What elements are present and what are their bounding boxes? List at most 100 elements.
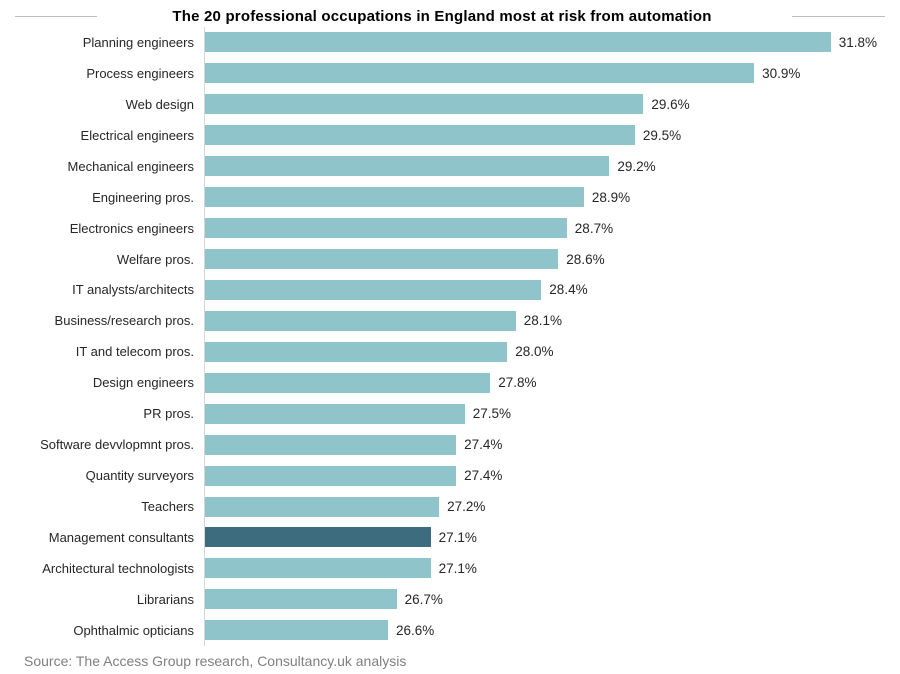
bar [205,279,542,300]
bar-track: 27.5% [204,398,845,430]
bar-row: IT and telecom pros. 28.0% [0,336,900,368]
value-label: 28.9% [591,189,631,205]
category-label: Teachers [141,499,194,515]
category-label: Electronics engineers [69,220,194,236]
bar-row: Ophthalmic opticians 26.6% [0,614,900,646]
bar [205,589,397,610]
value-label: 27.5% [472,406,511,422]
category-label: Business/research pros. [54,313,194,329]
category-label: Librarians [136,591,194,607]
title-rule-right [792,15,885,17]
value-label: 28.4% [549,282,588,298]
bar [205,32,831,53]
bar-row: Teachers 27.2% [0,491,900,522]
value-label: 28.0% [515,344,554,360]
bar-track: 28.1% [204,305,845,337]
page-title: The 20 professional occupations in Engla… [172,7,712,25]
bar-track: 26.7% [204,583,845,615]
bar-row: Web design 29.6% [0,88,900,120]
bar-track: 27.2% [204,491,845,522]
title-rule-left [15,15,97,17]
bar-track: 29.6% [204,88,845,120]
bar-chart: Planning engineers 31.8% Process enginee… [0,27,900,646]
bar-track: 28.4% [204,274,845,306]
value-label: 28.6% [566,251,605,267]
category-label: Engineering pros. [92,189,194,205]
category-label: Architectural technologists [42,560,194,576]
category-label: Quantity surveyors [85,468,194,484]
value-label: 29.5% [642,127,682,143]
category-label: Planning engineers [82,34,194,50]
bar-row: Design engineers 27.8% [0,367,900,399]
category-label: PR pros. [143,406,194,422]
source-note: Source: The Access Group research, Consu… [24,652,407,669]
value-label: 29.6% [651,96,690,112]
value-label: 29.2% [617,158,656,174]
value-label: 27.4% [464,468,503,484]
bar-row: Process engineers 30.9% [0,57,900,89]
bar [205,403,465,424]
category-label: IT and telecom pros. [75,344,194,360]
bar [205,125,635,146]
bar [205,341,508,362]
value-label: 26.7% [404,591,443,607]
bar [205,310,516,331]
value-label: 31.8% [838,34,877,50]
bar [205,558,431,579]
bar-row: Quantity surveyors 27.4% [0,460,900,492]
bar-row: Electronics engineers 28.7% [0,212,900,244]
bar-row: Planning engineers 31.8% [0,27,900,58]
bar-track: 31.8% [204,27,877,58]
bar [205,63,755,84]
bar [205,249,559,270]
bar [205,187,584,208]
value-label: 28.1% [523,313,562,329]
bar-track: 27.4% [204,429,845,461]
bar-track: 28.7% [204,212,845,244]
value-label: 27.8% [498,375,537,391]
bar [205,496,440,517]
bar-row: Welfare pros. 28.6% [0,243,900,275]
bar-row: Software devvlopmnt pros. 27.4% [0,429,900,461]
bar [205,94,644,115]
value-label: 27.2% [447,499,486,515]
category-label: Management consultants [48,529,194,545]
value-label: 27.1% [438,529,477,545]
category-label: Process engineers [86,65,194,81]
bar-track: 26.6% [204,614,845,646]
bar [205,156,610,177]
category-label: Welfare pros. [116,251,194,267]
bar-row: IT analysts/architects 28.4% [0,274,900,306]
chart-header: The 20 professional occupations in Engla… [0,0,900,25]
bar [205,372,491,393]
category-label: Design engineers [92,375,194,391]
bar [205,434,457,455]
bar-track: 29.5% [204,119,845,151]
bar-track: 27.1% [204,552,845,584]
bar-track: 30.9% [204,57,845,89]
bar-track: 27.8% [204,367,845,399]
category-label: Mechanical engineers [67,158,194,174]
bar-row: Librarians 26.7% [0,583,900,615]
category-label: IT analysts/architects [72,282,194,298]
bar-track: 27.4% [204,460,845,492]
bar-row: Business/research pros. 28.1% [0,305,900,337]
value-label: 26.6% [396,622,435,638]
bar-track: 28.9% [204,181,845,213]
bar [205,465,457,486]
bar-row: Mechanical engineers 29.2% [0,150,900,182]
bar [205,527,431,548]
bar-track: 29.2% [204,150,845,182]
value-label: 27.4% [464,437,503,453]
bar-track: 27.1% [204,522,845,553]
bar-row: PR pros. 27.5% [0,398,900,430]
category-label: Ophthalmic opticians [73,622,194,638]
bar [205,620,388,641]
value-label: 27.1% [438,560,477,576]
bar-row: Architectural technologists 27.1% [0,552,900,584]
bar-track: 28.0% [204,336,845,368]
category-label: Electrical engineers [80,127,194,143]
value-label: 30.9% [762,65,801,81]
bar [205,218,567,239]
category-label: Software devvlopmnt pros. [40,437,194,453]
